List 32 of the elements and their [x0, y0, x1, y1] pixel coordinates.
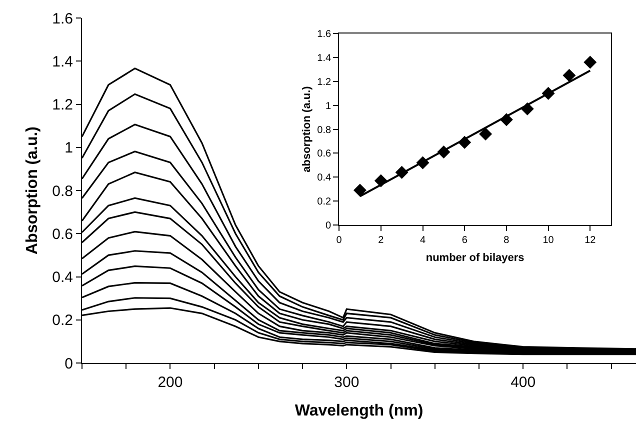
y-axis-title: absorption (a.u.): [300, 86, 313, 172]
y-tick-label: 0.4: [52, 269, 73, 286]
y-tick-label: 0: [325, 220, 332, 232]
y-tick-label: 1: [64, 140, 73, 157]
x-axis-title: Wavelength (nm): [294, 402, 424, 420]
y-tick-label: 0.8: [52, 182, 73, 200]
x-tick-label: 8: [504, 235, 510, 246]
x-tick-label: 200: [158, 374, 183, 391]
x-tick-label: 400: [510, 374, 536, 391]
y-tick-label: 0.2: [52, 312, 73, 330]
x-axis-title: number of bilayers: [426, 252, 524, 264]
y-tick-label: 1.4: [52, 53, 73, 70]
y-tick-label: 0.4: [317, 172, 332, 184]
y-tick-label: 0.6: [52, 226, 73, 243]
y-tick-label: 1.4: [317, 52, 332, 64]
x-tick-label: 12: [584, 235, 596, 246]
y-tick-label: 1: [325, 100, 332, 112]
x-tick-label: 2: [378, 235, 384, 246]
x-tick-label: 4: [420, 235, 426, 246]
y-tick-label: 1.6: [317, 29, 332, 40]
y-tick-label: 1.2: [317, 76, 332, 88]
x-tick-label: 10: [542, 235, 554, 246]
y-axis-title: Absorption (a.u.): [24, 126, 42, 254]
x-tick-label: 6: [462, 235, 468, 246]
x-tick-label: 0: [336, 235, 342, 246]
y-tick-label: 0.6: [317, 148, 332, 160]
y-tick-label: 0.8: [317, 124, 332, 136]
y-tick-label: 0: [64, 355, 73, 372]
y-tick-label: 1.2: [52, 96, 73, 114]
y-tick-label: 1.6: [52, 10, 73, 28]
x-tick-label: 300: [334, 374, 360, 391]
y-tick-label: 0.2: [317, 196, 332, 208]
